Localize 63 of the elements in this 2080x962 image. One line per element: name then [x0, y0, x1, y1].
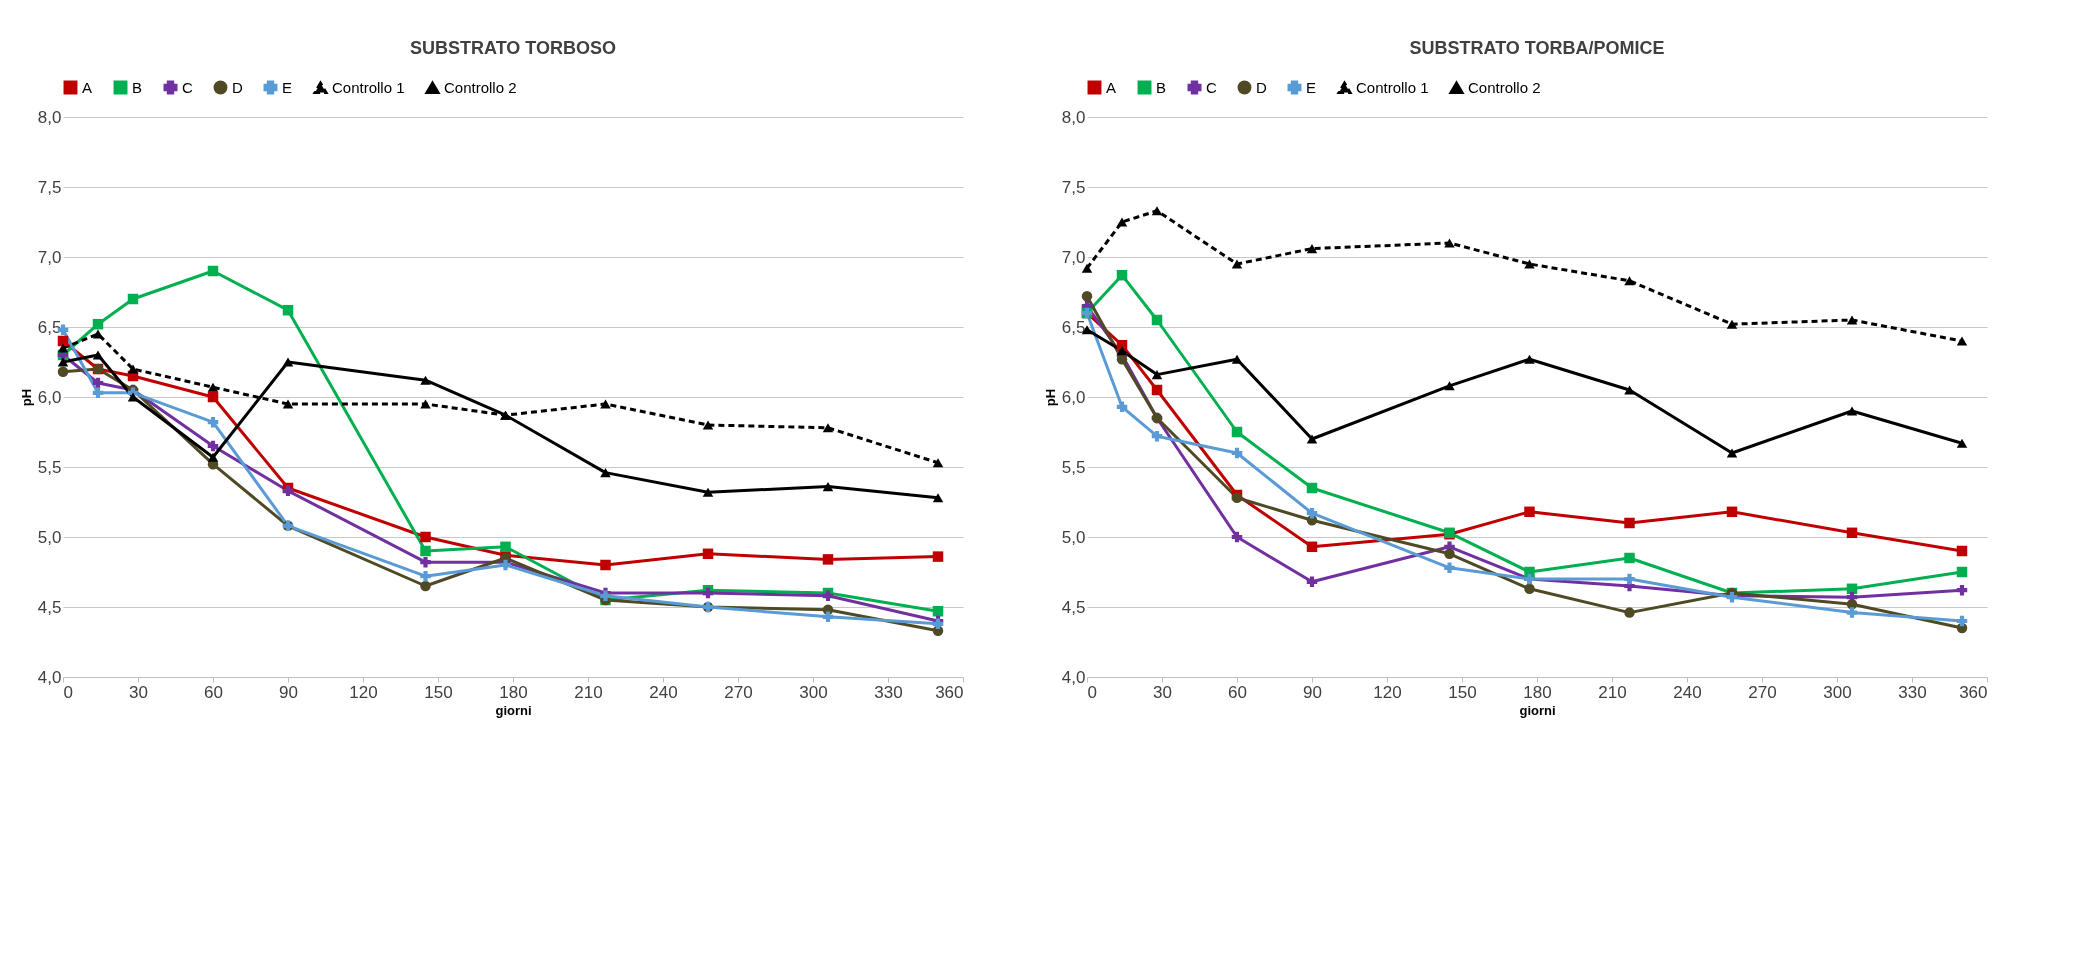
x-tick-label: 210 [574, 682, 603, 702]
y-tick-label: 7,0 [37, 247, 62, 267]
x-tick-label: 30 [1153, 682, 1172, 702]
legend-label: B [132, 78, 143, 96]
y-tick-label: 7,0 [1061, 247, 1086, 267]
y-tick-label: 4,0 [37, 667, 62, 687]
x-tick-label: 90 [1303, 682, 1322, 702]
x-tick-label: 90 [279, 682, 298, 702]
legend-label: D [1256, 78, 1267, 96]
legend-label: E [1306, 78, 1317, 96]
x-tick-label: 360 [1959, 682, 1988, 702]
x-axis-title: giorni [495, 702, 532, 718]
y-axis-title: pH [1042, 388, 1058, 407]
x-tick-label: 0 [1087, 682, 1097, 702]
y-tick-label: 7,5 [1061, 177, 1086, 197]
y-tick-label: 5,5 [1061, 457, 1086, 477]
y-tick-label: 4,0 [1061, 667, 1086, 687]
x-tick-label: 330 [1898, 682, 1927, 702]
x-tick-label: 60 [1228, 682, 1247, 702]
x-tick-label: 360 [935, 682, 964, 702]
y-tick-label: 8,0 [37, 107, 62, 127]
legend-label: Controllo 2 [1468, 78, 1541, 96]
y-tick-label: 5,0 [1061, 527, 1086, 547]
x-tick-label: 150 [424, 682, 453, 702]
x-tick-label: 30 [129, 682, 148, 702]
y-tick-label: 6,5 [1061, 317, 1086, 337]
x-tick-label: 240 [649, 682, 678, 702]
x-tick-label: 270 [724, 682, 753, 702]
chart-title: SUBSTRATO TORBOSO [409, 38, 617, 58]
legend-label: C [1206, 78, 1217, 96]
legend-label: A [1106, 78, 1117, 96]
x-tick-label: 180 [1523, 682, 1552, 702]
y-tick-label: 8,0 [1061, 107, 1086, 127]
x-tick-label: 330 [874, 682, 903, 702]
x-tick-label: 0 [63, 682, 73, 702]
x-tick-label: 180 [499, 682, 528, 702]
x-tick-label: 300 [799, 682, 828, 702]
legend-label: Controllo 1 [1356, 78, 1429, 96]
x-tick-label: 210 [1598, 682, 1627, 702]
y-tick-label: 6,0 [37, 387, 62, 407]
y-tick-label: 4,5 [1061, 597, 1086, 617]
x-tick-label: 150 [1448, 682, 1477, 702]
y-tick-label: 7,5 [37, 177, 62, 197]
x-tick-label: 240 [1673, 682, 1702, 702]
x-tick-label: 60 [204, 682, 223, 702]
y-tick-label: 4,5 [37, 597, 62, 617]
x-tick-label: 270 [1748, 682, 1777, 702]
legend-label: C [182, 78, 193, 96]
x-axis-title: giorni [1519, 702, 1556, 718]
legend-label: E [282, 78, 293, 96]
y-axis-title: pH [18, 388, 34, 407]
y-tick-label: 6,0 [1061, 387, 1086, 407]
legend-label: B [1156, 78, 1167, 96]
legend-label: Controllo 1 [332, 78, 405, 96]
x-tick-label: 120 [1373, 682, 1402, 702]
x-tick-label: 120 [349, 682, 378, 702]
legend-label: D [232, 78, 243, 96]
legend-label: Controllo 2 [444, 78, 517, 96]
x-tick-label: 300 [1823, 682, 1852, 702]
legend-label: A [82, 78, 93, 96]
y-tick-label: 5,0 [37, 527, 62, 547]
chart-title: SUBSTRATO TORBA/POMICE [1409, 38, 1665, 58]
y-tick-label: 5,5 [37, 457, 62, 477]
